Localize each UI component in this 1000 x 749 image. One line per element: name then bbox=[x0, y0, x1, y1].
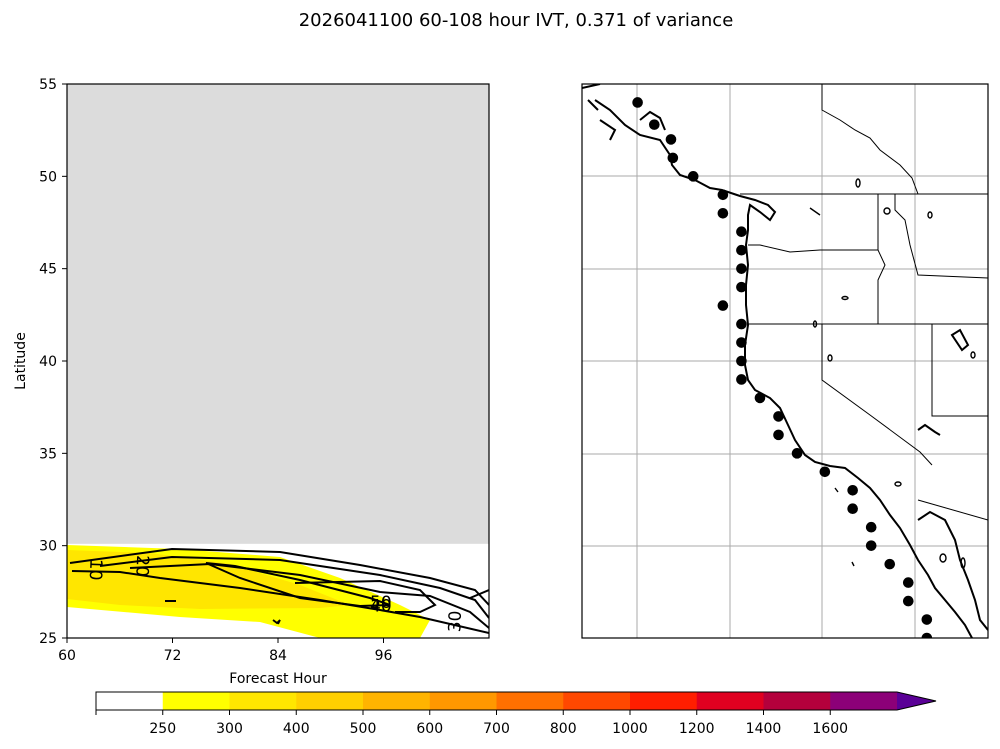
colorbar-tick-label: 1600 bbox=[812, 721, 848, 737]
map-point bbox=[773, 429, 784, 441]
map-point bbox=[921, 614, 933, 625]
colorbar-extension bbox=[897, 692, 936, 710]
map-point bbox=[773, 411, 784, 422]
colorbar-tick-label: 800 bbox=[550, 721, 577, 737]
map-point bbox=[736, 318, 747, 330]
colorbar-swatch bbox=[496, 692, 564, 710]
colorbar-ticks: 250 300 400 500 600 700 800 1000 1200 1400 1600 bbox=[95, 710, 848, 737]
map-point bbox=[865, 521, 877, 533]
map-point bbox=[649, 119, 660, 130]
colorbar-tick-label: 1400 bbox=[746, 721, 782, 737]
map-point bbox=[717, 207, 729, 219]
map-point bbox=[884, 558, 896, 570]
colorbar-segments bbox=[96, 692, 936, 710]
map-frame bbox=[581, 83, 989, 639]
y-tick-label: 45 bbox=[39, 262, 57, 278]
map-point bbox=[865, 540, 877, 551]
x-tick-label: 84 bbox=[269, 648, 287, 664]
colorbar-swatch bbox=[296, 692, 364, 710]
y-axis: 25 30 35 40 45 50 55 bbox=[39, 77, 67, 647]
contour-line-40-inner bbox=[294, 579, 437, 613]
colorbar: 250 300 400 500 600 700 800 1000 1200 1400 1600 bbox=[95, 691, 937, 737]
contour-label: 20 bbox=[131, 555, 152, 577]
colorbar-swatch bbox=[763, 692, 831, 710]
map-point bbox=[819, 466, 831, 478]
colorbar-tick-label: 250 bbox=[149, 721, 176, 737]
colorbar-tick-label: 700 bbox=[483, 721, 510, 737]
figure-title: 2026041100 60-108 hour IVT, 0.371 of var… bbox=[299, 10, 734, 31]
map-point bbox=[736, 337, 747, 348]
y-tick-label: 55 bbox=[39, 77, 57, 93]
y-tick-label: 50 bbox=[39, 169, 57, 185]
contour-line-10 bbox=[71, 570, 489, 634]
contour-line-30-inner bbox=[469, 589, 489, 599]
map-point bbox=[791, 448, 803, 459]
map-point bbox=[902, 595, 914, 607]
y-tick-label: 35 bbox=[39, 446, 57, 462]
y-tick-label: 30 bbox=[39, 539, 57, 555]
map-point bbox=[921, 632, 933, 638]
x-axis-label: Forecast Hour bbox=[229, 671, 327, 687]
contour-label: 30 bbox=[445, 610, 466, 632]
colorbar-outline bbox=[95, 691, 937, 711]
y-tick-label: 25 bbox=[39, 631, 57, 647]
contour-label: 50 bbox=[370, 593, 392, 613]
colorbar-tick-label: 1000 bbox=[612, 721, 648, 737]
colorbar-tick-label: 300 bbox=[216, 721, 243, 737]
map-point bbox=[847, 503, 858, 515]
map-point bbox=[736, 263, 747, 274]
map-point bbox=[736, 374, 747, 385]
x-axis: 60 72 84 96 bbox=[58, 638, 392, 664]
colorbar-swatch bbox=[162, 692, 230, 710]
lakes bbox=[809, 178, 976, 569]
colorbar-swatch bbox=[563, 692, 631, 710]
ivt-fill-fragment bbox=[272, 619, 281, 625]
contour-label: 40 bbox=[370, 597, 392, 617]
colorbar-tick-label: 400 bbox=[283, 721, 310, 737]
map-point bbox=[736, 355, 747, 367]
map-point bbox=[754, 392, 766, 404]
variance-contour-lines bbox=[69, 547, 489, 634]
contour-label: 10 bbox=[85, 559, 106, 581]
borders bbox=[740, 84, 988, 521]
colorbar-swatch bbox=[429, 692, 497, 710]
masked-area bbox=[67, 84, 489, 544]
map-point bbox=[847, 484, 858, 496]
map-point bbox=[665, 134, 677, 145]
colorbar-swatch bbox=[96, 692, 164, 710]
colorbar-swatch bbox=[696, 692, 764, 710]
colorbar-tick-label: 1200 bbox=[679, 721, 715, 737]
x-tick-label: 96 bbox=[375, 648, 393, 664]
x-tick-label: 60 bbox=[58, 648, 76, 664]
map-point bbox=[717, 300, 729, 311]
colorbar-tick-label: 500 bbox=[350, 721, 377, 737]
colorbar-swatch bbox=[830, 692, 898, 710]
right-panel-map bbox=[581, 83, 989, 639]
contour-line-20 bbox=[69, 547, 489, 606]
map-point bbox=[736, 281, 747, 293]
colorbar-swatch bbox=[229, 692, 297, 710]
coastline bbox=[582, 84, 988, 638]
contour-line-30 bbox=[99, 555, 489, 619]
x-tick-label: 72 bbox=[164, 648, 182, 664]
colorbar-tick-label: 600 bbox=[416, 721, 443, 737]
colorbar-swatch bbox=[363, 692, 431, 710]
map-points bbox=[632, 97, 933, 638]
map-point bbox=[632, 97, 643, 108]
map-point bbox=[717, 189, 729, 201]
map-point bbox=[736, 244, 747, 256]
contour-line-50 bbox=[205, 562, 391, 608]
y-tick-label: 40 bbox=[39, 354, 57, 370]
map-point bbox=[736, 226, 747, 238]
map-point bbox=[667, 152, 679, 164]
map-point bbox=[687, 171, 699, 182]
y-axis-label: Latitude bbox=[13, 332, 29, 390]
map-point bbox=[902, 577, 914, 588]
colorbar-swatch bbox=[630, 692, 698, 710]
